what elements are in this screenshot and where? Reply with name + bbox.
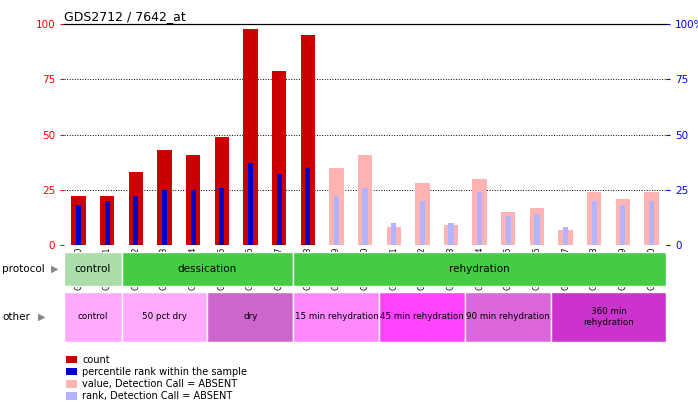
Bar [301, 35, 315, 245]
Bar [128, 172, 143, 245]
Bar [293, 292, 380, 342]
Text: dry: dry [244, 312, 258, 322]
Bar [466, 292, 551, 342]
Bar [157, 150, 172, 245]
Bar [535, 214, 540, 245]
Text: control: control [77, 312, 108, 322]
Text: ▶: ▶ [51, 264, 59, 274]
Text: dessication: dessication [178, 264, 237, 274]
Bar [64, 292, 121, 342]
Bar [380, 292, 466, 342]
Bar [329, 168, 343, 245]
Text: protocol: protocol [2, 264, 45, 274]
Bar [649, 201, 654, 245]
Bar [592, 201, 597, 245]
Text: 15 min rehydration: 15 min rehydration [295, 312, 378, 322]
Bar [121, 292, 207, 342]
Bar [448, 223, 454, 245]
Bar [105, 201, 110, 245]
Bar [272, 70, 286, 245]
Text: 90 min rehydration: 90 min rehydration [466, 312, 550, 322]
Bar [244, 29, 258, 245]
Bar [121, 252, 293, 286]
Bar [219, 188, 224, 245]
Bar [415, 183, 429, 245]
Bar [305, 168, 311, 245]
Bar [621, 205, 625, 245]
Bar [162, 190, 167, 245]
Text: 360 min
rehydration: 360 min rehydration [584, 307, 634, 326]
Bar [558, 230, 573, 245]
Bar [501, 212, 515, 245]
Bar [71, 196, 86, 245]
Bar [444, 225, 458, 245]
Text: ▶: ▶ [38, 312, 46, 322]
Bar [616, 199, 630, 245]
Text: rehydration: rehydration [450, 264, 510, 274]
Bar [100, 196, 114, 245]
Text: value, Detection Call = ABSENT: value, Detection Call = ABSENT [82, 379, 237, 389]
Text: rank, Detection Call = ABSENT: rank, Detection Call = ABSENT [82, 391, 232, 401]
Bar [644, 192, 659, 245]
Bar [530, 207, 544, 245]
Bar [276, 175, 282, 245]
Bar [248, 163, 253, 245]
Bar [214, 137, 229, 245]
Bar [563, 227, 568, 245]
Bar [293, 252, 666, 286]
Text: other: other [2, 312, 30, 322]
Bar [334, 196, 339, 245]
Bar [477, 192, 482, 245]
Bar [358, 155, 372, 245]
Bar [551, 292, 666, 342]
Bar [391, 223, 396, 245]
Bar [473, 179, 487, 245]
Bar [64, 252, 121, 286]
Text: 45 min rehydration: 45 min rehydration [380, 312, 464, 322]
Bar [191, 190, 195, 245]
Text: control: control [75, 264, 111, 274]
Text: GDS2712 / 7642_at: GDS2712 / 7642_at [64, 10, 186, 23]
Bar [207, 292, 293, 342]
Bar [186, 155, 200, 245]
Bar [133, 196, 138, 245]
Bar [587, 192, 602, 245]
Bar [387, 227, 401, 245]
Text: percentile rank within the sample: percentile rank within the sample [82, 367, 247, 377]
Text: 50 pct dry: 50 pct dry [142, 312, 187, 322]
Bar [419, 201, 425, 245]
Bar [506, 216, 511, 245]
Text: count: count [82, 355, 110, 364]
Bar [76, 205, 81, 245]
Bar [362, 188, 368, 245]
